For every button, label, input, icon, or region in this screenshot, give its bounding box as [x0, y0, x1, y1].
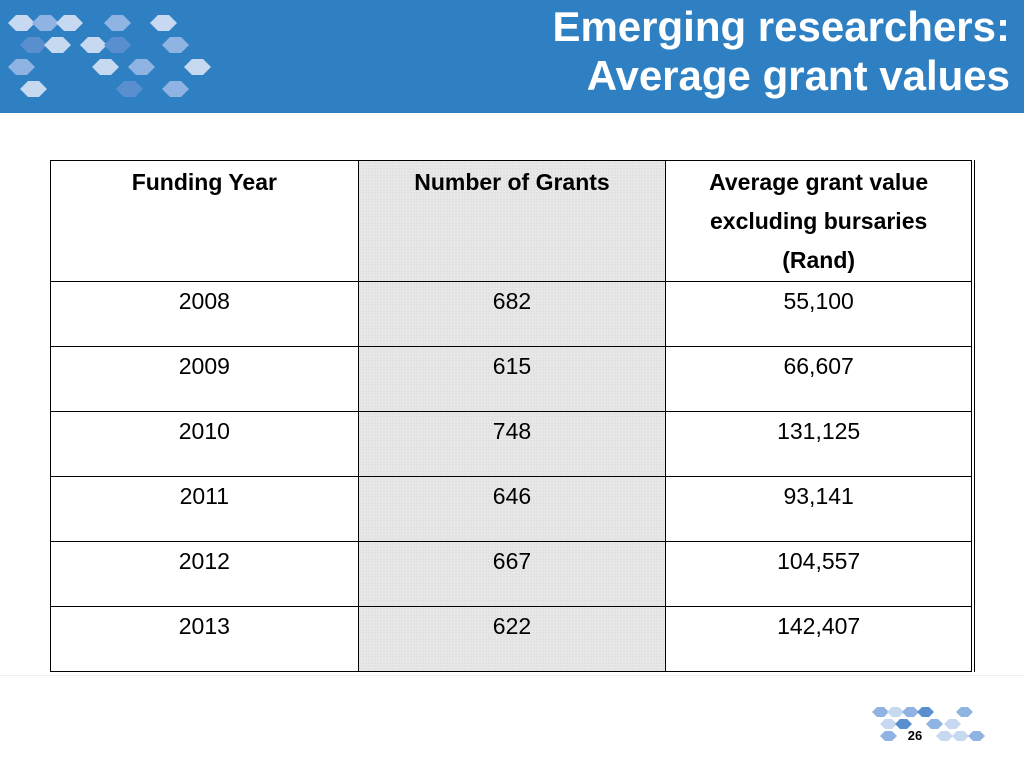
- hexagon-shape: [902, 707, 919, 717]
- hexagon-shape: [968, 731, 985, 741]
- table-row: 2008 682 55,100: [50, 281, 976, 347]
- table-row: 2010 748 131,125: [50, 411, 976, 477]
- hexagon-shape: [872, 707, 889, 717]
- hexagon-shape: [880, 719, 897, 729]
- hexagon-shape: [128, 59, 155, 75]
- slide-header: Emerging researchers: Average grant valu…: [0, 0, 1024, 113]
- header-value-line-2: excluding bursaries: [709, 208, 928, 234]
- cell-grant-count: 615: [357, 346, 667, 412]
- hexagon-shape: [32, 15, 59, 31]
- cell-grant-count: 667: [357, 541, 667, 607]
- hexagon-shape: [150, 15, 177, 31]
- cell-average-value: 104,557: [665, 541, 976, 607]
- hexagon-shape: [104, 15, 131, 31]
- header-value-line-1: Average grant value: [709, 169, 929, 195]
- hexagon-shape: [56, 15, 83, 31]
- slide-title-line-2: Average grant values: [586, 52, 1010, 99]
- slide-title-line-1: Emerging researchers:: [552, 3, 1010, 50]
- cell-year: 2011: [50, 476, 359, 542]
- hexagon-shape: [8, 59, 35, 75]
- grant-values-table: Funding Year Number of Grants Average gr…: [50, 160, 976, 672]
- cell-year: 2012: [50, 541, 359, 607]
- header-funding-year: Funding Year: [50, 160, 359, 282]
- hexagon-shape: [104, 37, 131, 53]
- table-header-row: Funding Year Number of Grants Average gr…: [50, 160, 976, 282]
- cell-year: 2013: [50, 606, 359, 672]
- table-row: 2009 615 66,607: [50, 346, 976, 412]
- hexagon-shape: [44, 37, 71, 53]
- hexagon-shape: [944, 719, 961, 729]
- hexagon-shape: [887, 707, 904, 717]
- footer-divider: [0, 675, 1024, 676]
- cell-average-value: 66,607: [665, 346, 976, 412]
- cell-average-value: 93,141: [665, 476, 976, 542]
- cell-average-value: 55,100: [665, 281, 976, 347]
- hexagon-shape: [20, 37, 47, 53]
- hexagon-pattern-logo: [8, 15, 211, 97]
- hexagon-shape: [184, 59, 211, 75]
- header-number-of-grants: Number of Grants: [357, 160, 667, 282]
- cell-grant-count: 646: [357, 476, 667, 542]
- header-average-grant-value: Average grant value excluding bursaries …: [665, 160, 976, 282]
- cell-year: 2008: [50, 281, 359, 347]
- slide-title: Emerging researchers: Average grant valu…: [552, 2, 1010, 100]
- header-value-line-3: (Rand): [782, 247, 856, 273]
- cell-year: 2010: [50, 411, 359, 477]
- hexagon-shape: [956, 707, 973, 717]
- hexagon-shape: [917, 707, 934, 717]
- table-row: 2012 667 104,557: [50, 541, 976, 607]
- table-row: 2013 622 142,407: [50, 606, 976, 672]
- hexagon-shape: [880, 731, 897, 741]
- hexagon-pattern-footer-logo: [872, 707, 985, 741]
- cell-year: 2009: [50, 346, 359, 412]
- page-number: 26: [907, 728, 923, 743]
- hexagon-shape: [20, 81, 47, 97]
- cell-average-value: 131,125: [665, 411, 976, 477]
- hexagon-shape: [8, 15, 35, 31]
- hexagon-shape: [80, 37, 107, 53]
- table-row: 2011 646 93,141: [50, 476, 976, 542]
- hexagon-shape: [895, 719, 912, 729]
- hexagon-shape: [116, 81, 143, 97]
- hexagon-shape: [92, 59, 119, 75]
- hexagon-shape: [162, 37, 189, 53]
- hexagon-shape: [936, 731, 953, 741]
- hexagon-shape: [162, 81, 189, 97]
- hexagon-shape: [926, 719, 943, 729]
- hexagon-shape: [952, 731, 969, 741]
- cell-grant-count: 622: [357, 606, 667, 672]
- cell-grant-count: 748: [357, 411, 667, 477]
- cell-grant-count: 682: [357, 281, 667, 347]
- cell-average-value: 142,407: [665, 606, 976, 672]
